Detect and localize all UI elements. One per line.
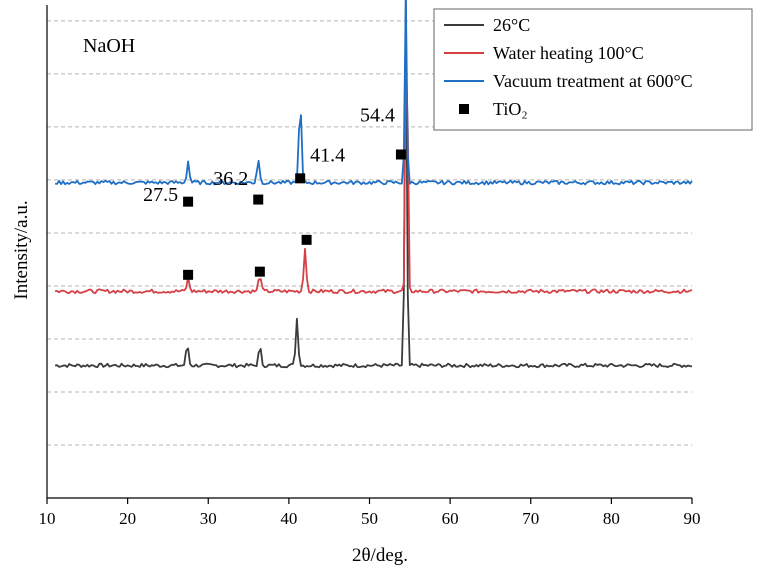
- tio2-marker: [253, 194, 264, 205]
- series-line-1: [54, 0, 693, 369]
- tio2-marker: [395, 149, 406, 160]
- legend: 26°C Water heating 100°C Vacuum treatment …: [433, 8, 753, 131]
- legend-label: TiO₂: [493, 99, 528, 119]
- x-ticks: 10 20 30 40 50 60 70 80 90: [39, 498, 701, 528]
- tio2-marker: [183, 269, 194, 280]
- tio2-markers: [183, 149, 406, 280]
- legend-swatch: [459, 104, 469, 114]
- peak-annotation: 54.4: [360, 105, 395, 127]
- tio2-marker: [295, 173, 306, 184]
- legend-label: Vacuum treatment at 600°C: [493, 71, 693, 91]
- legend-box: [433, 8, 753, 131]
- peak-annotation: 27.5: [143, 184, 178, 206]
- inset-label: NaOH: [83, 35, 135, 57]
- y-axis-title: Intensity/a.u.: [11, 200, 32, 299]
- series-layer: [54, 0, 693, 369]
- x-tick-label: 20: [119, 509, 136, 528]
- peak-annotation: 41.4: [310, 144, 345, 166]
- x-tick-label: 10: [39, 509, 56, 528]
- x-axis-title: 2θ/deg.: [352, 545, 408, 566]
- x-tick-label: 90: [684, 509, 701, 528]
- tio2-marker: [183, 196, 194, 207]
- x-tick-label: 40: [280, 509, 297, 528]
- legend-label: 26°C: [493, 15, 530, 35]
- series-line-3: [54, 0, 693, 186]
- tio2-marker: [301, 234, 312, 245]
- x-tick-label: 60: [442, 509, 459, 528]
- gridlines: [47, 20, 692, 446]
- x-tick-label: 70: [522, 509, 539, 528]
- x-tick-label: 80: [603, 509, 620, 528]
- peak-annotation: 36.2: [213, 168, 248, 190]
- series-line-2: [55, 55, 693, 295]
- legend-label: Water heating 100°C: [493, 43, 644, 63]
- peak-annotations: 27.5 36.2 41.4 54.4: [143, 105, 395, 207]
- x-tick-label: 30: [200, 509, 217, 528]
- tio2-marker: [254, 266, 265, 277]
- x-tick-label: 50: [361, 509, 378, 528]
